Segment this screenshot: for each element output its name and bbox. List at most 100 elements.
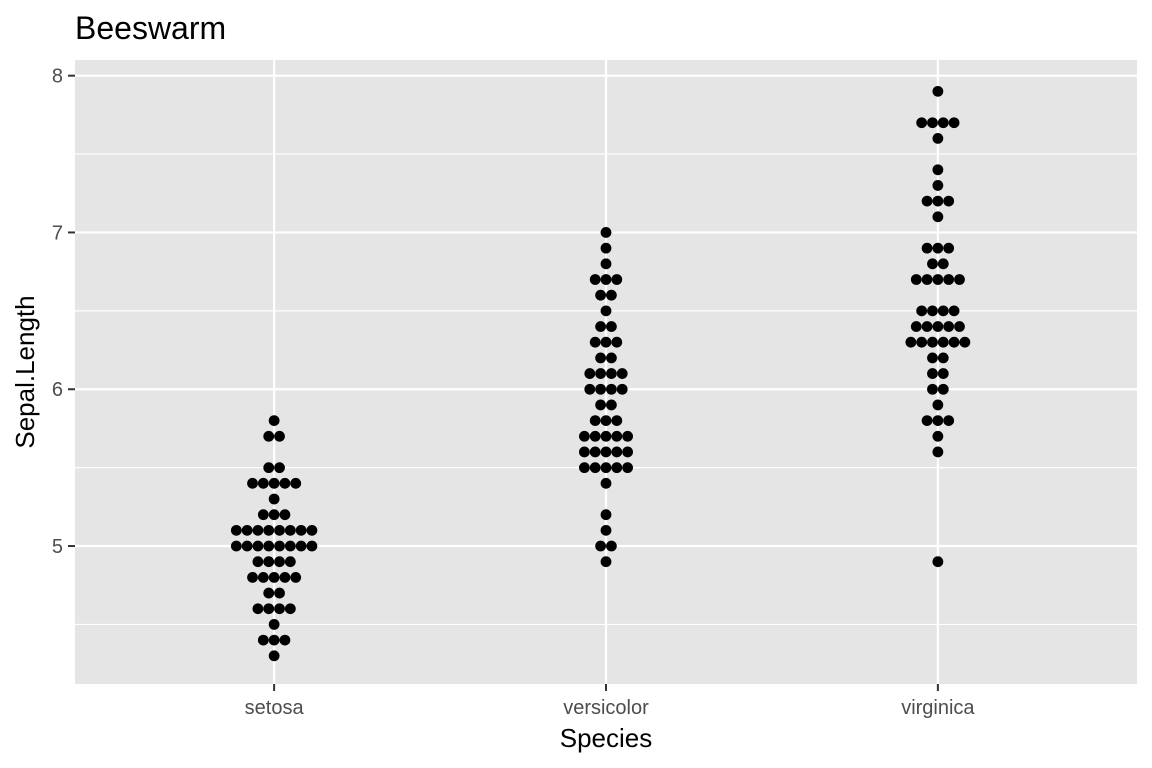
data-point-versicolor — [611, 415, 623, 427]
data-point-versicolor — [600, 556, 612, 568]
data-point-virginica — [937, 258, 949, 270]
data-point-versicolor — [589, 430, 601, 442]
data-point-versicolor — [595, 352, 606, 364]
data-point-setosa — [306, 540, 318, 552]
data-point-versicolor — [606, 540, 617, 552]
data-point-versicolor — [600, 430, 612, 442]
data-point-virginica — [943, 415, 955, 427]
data-point-versicolor — [600, 446, 612, 458]
data-point-setosa — [274, 540, 285, 552]
data-point-virginica — [921, 321, 933, 332]
x-tick-label: versicolor — [563, 697, 649, 719]
data-point-versicolor — [622, 462, 633, 474]
data-point-setosa — [290, 477, 302, 489]
data-point-virginica — [921, 415, 933, 427]
data-point-versicolor — [600, 274, 612, 285]
data-point-setosa — [268, 477, 280, 489]
data-point-setosa — [257, 571, 269, 583]
data-point-virginica — [959, 336, 971, 348]
data-point-virginica — [932, 556, 944, 568]
data-point-versicolor — [616, 368, 628, 379]
data-point-setosa — [274, 603, 285, 615]
data-point-setosa — [268, 415, 280, 427]
data-point-virginica — [932, 195, 944, 207]
data-point-versicolor — [579, 446, 590, 458]
data-point-virginica — [927, 368, 938, 379]
data-point-virginica — [937, 368, 949, 379]
data-point-versicolor — [600, 227, 612, 238]
data-point-virginica — [932, 446, 944, 458]
data-point-setosa — [257, 509, 269, 521]
data-point-virginica — [954, 274, 965, 285]
data-point-virginica — [932, 211, 944, 223]
data-point-virginica — [910, 321, 922, 332]
data-point-setosa — [295, 540, 307, 552]
data-point-virginica — [948, 305, 960, 317]
data-point-versicolor — [622, 446, 633, 458]
chart-title: Beeswarm — [75, 10, 226, 46]
data-point-virginica — [937, 383, 949, 395]
data-point-setosa — [268, 493, 280, 505]
data-point-setosa — [279, 634, 291, 646]
data-point-virginica — [905, 336, 917, 348]
data-point-setosa — [274, 524, 285, 536]
data-point-versicolor — [600, 415, 612, 427]
data-point-versicolor — [622, 430, 633, 442]
data-point-virginica — [921, 195, 933, 207]
y-tick-label: 7 — [52, 222, 63, 244]
y-tick-label: 6 — [52, 379, 63, 401]
data-point-versicolor — [595, 289, 606, 301]
y-tick-label: 8 — [52, 66, 63, 88]
data-point-virginica — [932, 242, 944, 254]
data-points — [230, 85, 971, 662]
data-point-setosa — [284, 556, 296, 568]
data-point-setosa — [268, 571, 280, 583]
data-point-versicolor — [606, 399, 617, 411]
data-point-setosa — [263, 587, 275, 599]
data-point-setosa — [268, 650, 280, 662]
y-axis-title: Sepal.Length — [10, 295, 40, 448]
data-point-setosa — [274, 556, 285, 568]
data-point-virginica — [927, 305, 938, 317]
data-point-virginica — [932, 399, 944, 411]
data-point-versicolor — [595, 540, 606, 552]
data-point-virginica — [927, 383, 938, 395]
data-point-virginica — [927, 352, 938, 364]
data-point-setosa — [284, 540, 296, 552]
data-point-setosa — [263, 556, 275, 568]
data-point-virginica — [921, 242, 933, 254]
data-point-virginica — [916, 336, 928, 348]
data-point-setosa — [279, 571, 291, 583]
data-point-virginica — [932, 164, 944, 176]
data-point-versicolor — [584, 383, 596, 395]
data-point-setosa — [252, 524, 264, 536]
data-point-versicolor — [589, 415, 601, 427]
data-point-setosa — [274, 430, 285, 442]
data-point-versicolor — [600, 509, 612, 521]
data-point-setosa — [257, 477, 269, 489]
data-point-versicolor — [584, 368, 596, 379]
data-point-setosa — [247, 477, 258, 489]
data-point-versicolor — [595, 321, 606, 332]
x-axis: setosa versicolor virginica — [245, 684, 975, 719]
data-point-setosa — [230, 540, 242, 552]
data-point-virginica — [937, 352, 949, 364]
data-point-versicolor — [595, 399, 606, 411]
data-point-versicolor — [579, 430, 590, 442]
x-tick-label: virginica — [901, 697, 975, 719]
data-point-virginica — [932, 430, 944, 442]
x-axis-title: Species — [560, 723, 653, 753]
data-point-versicolor — [616, 383, 628, 395]
data-point-setosa — [263, 540, 275, 552]
data-point-virginica — [927, 117, 938, 129]
data-point-versicolor — [579, 462, 590, 474]
data-point-versicolor — [611, 430, 623, 442]
data-point-virginica — [943, 195, 955, 207]
data-point-setosa — [241, 540, 253, 552]
data-point-setosa — [268, 509, 280, 521]
data-point-virginica — [932, 415, 944, 427]
data-point-versicolor — [606, 289, 617, 301]
data-point-versicolor — [595, 383, 606, 395]
data-point-versicolor — [589, 336, 601, 348]
